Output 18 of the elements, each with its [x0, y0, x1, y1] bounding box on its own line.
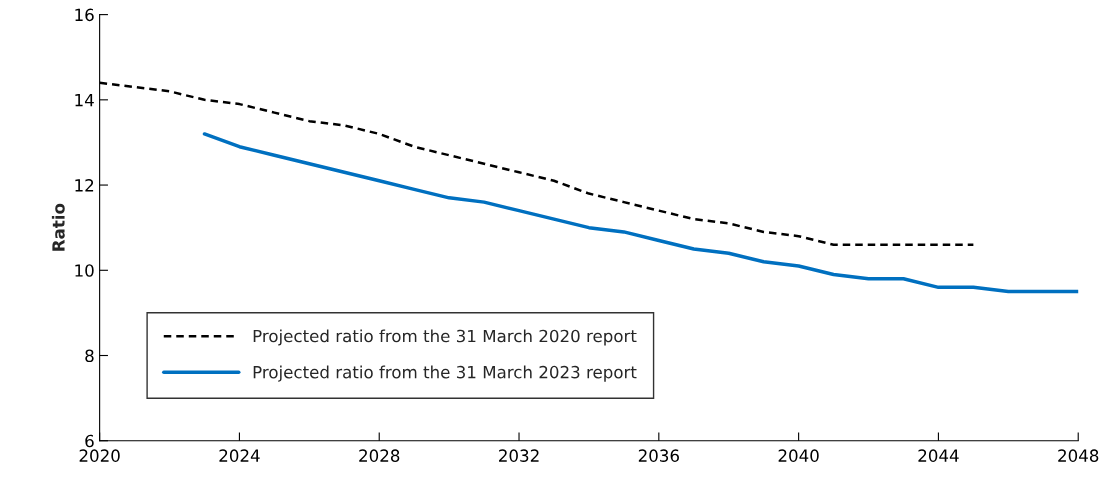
x-tick-label: 2044 [918, 449, 959, 462]
y-tick-label: 6 [85, 434, 94, 448]
x-tick-label: 2032 [499, 449, 539, 462]
x-tick-label: 2024 [219, 449, 260, 462]
y-tick-label: 12 [75, 179, 94, 192]
x-tick-label: 2020 [79, 449, 120, 462]
x-tick-label: 2028 [359, 449, 400, 462]
y-tick-label: 8 [85, 349, 94, 363]
y-tick-label: 14 [75, 94, 94, 107]
y-tick-label: 16 [75, 8, 94, 22]
line-series [202, 132, 1079, 294]
x-tick-label: 2048 [1058, 449, 1099, 462]
legend-label: Projected ratio from the 31 March 2020 report [253, 329, 637, 346]
x-tick-label: 2036 [638, 449, 679, 462]
x-tick-label: 2040 [778, 449, 819, 462]
y-tick-label: 10 [75, 264, 94, 277]
y-axis-title: Ratio [51, 203, 65, 251]
legend-label: Projected ratio from the 31 March 2023 report [253, 365, 637, 382]
